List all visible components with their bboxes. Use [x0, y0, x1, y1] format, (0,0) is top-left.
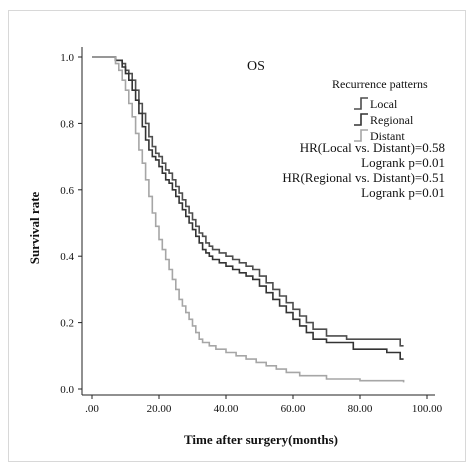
y-tick-label: 0.2 — [60, 318, 74, 330]
curve-local — [92, 56, 404, 347]
x-tick-label: 20.00 — [147, 403, 172, 415]
x-tick-label: 100.00 — [412, 403, 443, 415]
chart-title: OS — [247, 59, 265, 74]
axes: 0.0 0.2 0.4 0.6 0.8 1.0 .00 20.00 40.00 60.00 80.0… — [60, 47, 443, 415]
y-tick-label: 0.4 — [60, 251, 74, 263]
x-tick-label: 60.00 — [281, 403, 306, 415]
x-axis-label: Time after surgery(months) — [184, 432, 338, 447]
x-tick-label: 80.00 — [348, 403, 373, 415]
curve-regional — [92, 56, 404, 360]
curve-distant — [92, 56, 405, 383]
legend-label: Local — [370, 97, 398, 111]
annotation-text: Logrank p=0.01 — [361, 155, 445, 170]
legend-swatch — [354, 129, 368, 142]
annotation-text: Logrank p=0.01 — [361, 185, 445, 200]
x-tick-label: .00 — [85, 403, 99, 415]
chart-frame: 0.0 0.2 0.4 0.6 0.8 1.0 .00 20.00 40.00 60.00 80.0… — [8, 10, 466, 462]
x-tick-label: 40.00 — [214, 403, 239, 415]
annotation-text: HR(Local vs. Distant)=0.58 — [300, 140, 445, 155]
legend-label: Regional — [370, 113, 414, 127]
legend-swatch — [354, 113, 368, 126]
legend-label: Distant — [370, 129, 405, 143]
y-tick-label: 0.6 — [60, 185, 74, 197]
survival-curves — [92, 56, 405, 383]
annotation-text: HR(Regional vs. Distant)=0.51 — [282, 170, 445, 185]
legend-swatch — [354, 97, 368, 110]
y-tick-label: 0.8 — [60, 118, 74, 130]
km-survival-chart: 0.0 0.2 0.4 0.6 0.8 1.0 .00 20.00 40.00 60.00 80.0… — [27, 47, 445, 447]
legend: Recurrence patterns Local Regional Distant — [332, 77, 428, 143]
legend-title: Recurrence patterns — [332, 77, 428, 91]
y-axis-label: Survival rate — [27, 191, 42, 264]
y-tick-label: 1.0 — [60, 52, 74, 64]
y-tick-label: 0.0 — [60, 384, 74, 396]
